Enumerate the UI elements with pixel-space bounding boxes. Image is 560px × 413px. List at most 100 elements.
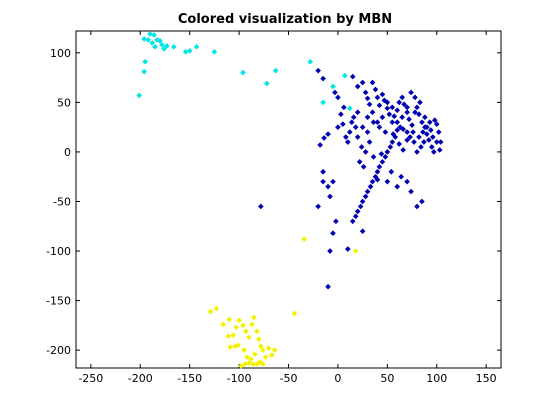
- data-point: [419, 119, 425, 126]
- data-point: [433, 139, 440, 145]
- data-point: [251, 314, 257, 321]
- data-point: [258, 343, 264, 350]
- data-point: [348, 119, 355, 126]
- data-point: [419, 198, 425, 205]
- data-point: [320, 178, 326, 185]
- data-point: [349, 218, 356, 225]
- data-point: [271, 347, 278, 353]
- data-point: [301, 236, 308, 242]
- data-point: [391, 113, 398, 120]
- y-tick-label: 100: [50, 47, 71, 60]
- data-point: [352, 213, 359, 220]
- data-point: [307, 58, 314, 65]
- data-point: [265, 345, 272, 352]
- data-point: [359, 124, 366, 130]
- data-point: [259, 361, 266, 367]
- data-point: [357, 203, 364, 210]
- data-point: [325, 131, 331, 137]
- data-point: [346, 129, 353, 135]
- data-point: [157, 38, 163, 44]
- data-point: [364, 114, 371, 121]
- data-point: [431, 117, 438, 124]
- data-point: [268, 352, 275, 358]
- data-point: [437, 139, 444, 145]
- data-point: [354, 134, 361, 140]
- data-point: [320, 75, 326, 82]
- data-point: [394, 183, 401, 190]
- data-point: [207, 308, 214, 315]
- data-point: [362, 149, 369, 155]
- data-point: [379, 159, 386, 165]
- data-point: [171, 44, 177, 50]
- data-point: [369, 178, 376, 185]
- data-point: [252, 351, 258, 357]
- data-point: [346, 105, 353, 112]
- data-point: [406, 116, 412, 123]
- axis-ticks: -250 -200 -150 -100 -50 0 50 100 150 -200 -150 -100…: [46, 31, 501, 385]
- data-point: [369, 109, 376, 116]
- data-point: [408, 89, 414, 96]
- data-point: [332, 89, 338, 96]
- data-point: [226, 316, 233, 323]
- data-point: [364, 95, 371, 102]
- plot-area: [75, 30, 502, 369]
- y-tick-label: -50: [53, 195, 71, 208]
- data-point: [390, 131, 397, 137]
- data-point: [141, 36, 148, 42]
- data-point: [343, 134, 349, 140]
- data-point: [232, 343, 238, 350]
- data-point: [362, 193, 369, 200]
- x-tick-label: -250: [78, 372, 103, 385]
- data-point: [410, 129, 416, 135]
- data-point: [424, 131, 430, 137]
- data-point: [230, 332, 236, 339]
- data-point: [394, 107, 401, 114]
- y-tick-label: 50: [57, 96, 71, 109]
- x-tick-label: 50: [380, 372, 394, 385]
- data-point: [154, 37, 160, 43]
- data-point: [272, 67, 279, 74]
- data-point: [433, 121, 440, 127]
- data-point: [238, 363, 244, 369]
- data-point: [263, 80, 270, 87]
- data-point: [384, 178, 391, 185]
- data-point: [426, 137, 432, 143]
- data-point: [399, 94, 405, 101]
- data-point: [422, 114, 428, 121]
- data-point: [409, 122, 415, 128]
- data-point: [354, 109, 361, 116]
- data-point: [254, 328, 260, 335]
- data-point: [379, 114, 386, 121]
- data-point: [315, 67, 321, 74]
- y-tick-label: -200: [46, 344, 71, 357]
- y-tick-label: 0: [64, 146, 71, 159]
- data-point: [370, 119, 377, 126]
- data-point: [240, 322, 246, 329]
- data-point: [364, 188, 371, 195]
- data-point: [335, 124, 341, 130]
- data-point: [354, 208, 361, 215]
- data-point: [359, 198, 366, 205]
- data-point: [242, 361, 248, 367]
- x-tick-label: 150: [476, 372, 497, 385]
- data-point: [142, 58, 149, 65]
- data-point: [374, 168, 381, 175]
- data-point: [349, 73, 356, 80]
- data-point: [341, 104, 347, 111]
- data-point: [246, 360, 252, 366]
- data-point: [344, 139, 351, 145]
- data-point: [246, 334, 252, 341]
- data-point: [147, 31, 153, 37]
- data-point: [193, 44, 200, 50]
- data-point: [397, 124, 404, 130]
- data-point: [427, 119, 433, 126]
- data-point: [335, 94, 341, 101]
- data-point: [417, 99, 423, 106]
- data-point: [379, 91, 386, 98]
- data-point: [364, 129, 371, 135]
- data-point: [151, 32, 157, 38]
- data-point: [429, 134, 436, 140]
- data-point: [366, 139, 373, 145]
- data-point: [321, 135, 327, 141]
